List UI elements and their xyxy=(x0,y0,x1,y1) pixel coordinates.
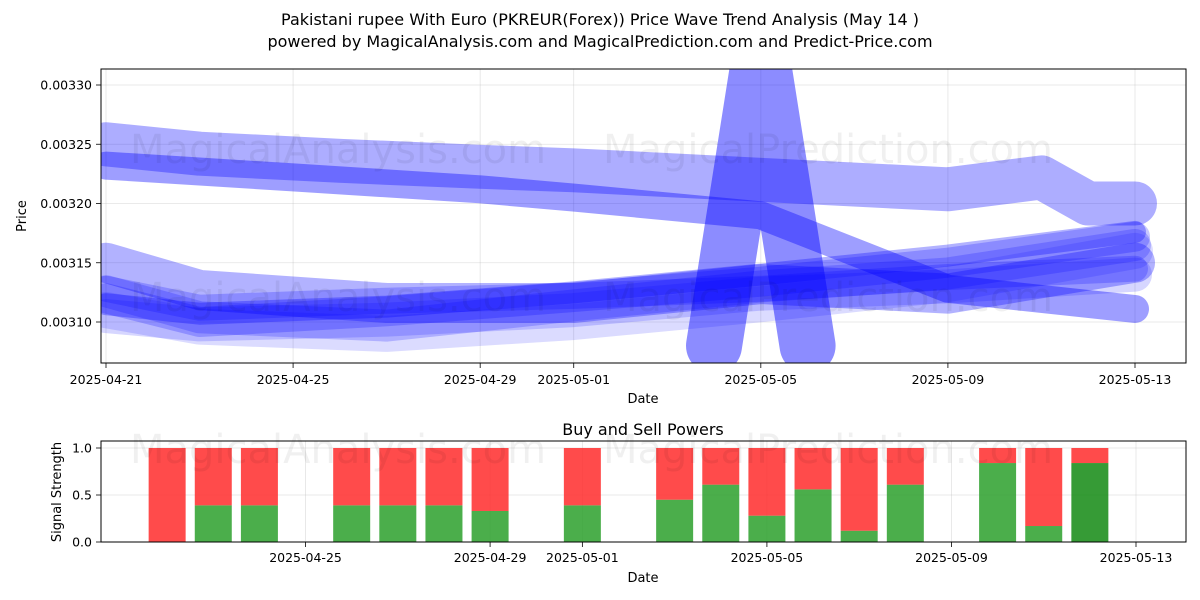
watermark-1: MagicalAnalysis.com xyxy=(130,127,546,173)
sell-power-bar xyxy=(240,448,278,506)
price-wave-series xyxy=(101,255,1148,321)
price-x-axis: 2025-04-21 2025-04-25 2025-04-29 2025-05-01… xyxy=(70,363,1172,387)
signal-y-tick-label: 0.5 xyxy=(72,488,92,503)
price-x-tick-label: 2025-04-21 xyxy=(70,372,143,387)
signal-y-axis-label: Signal Strength xyxy=(50,442,65,542)
sell-power-bar xyxy=(979,448,1017,464)
price-x-tick-label: 2025-05-01 xyxy=(537,372,610,387)
sell-power-bar xyxy=(148,448,186,542)
signal-y-tick-label: 1.0 xyxy=(72,441,92,456)
buy-power-bar xyxy=(702,484,740,542)
sell-power-bar xyxy=(471,448,509,511)
buy-power-bar xyxy=(471,510,509,542)
signal-x-axis-label: Date xyxy=(627,571,658,586)
sell-power-bar xyxy=(886,448,924,485)
price-wave-series xyxy=(101,221,1150,337)
buy-power-bar xyxy=(379,505,417,542)
price-wave-series xyxy=(101,151,1149,323)
price-wave-series xyxy=(101,220,1146,325)
signal-x-tick-label: 2025-04-25 xyxy=(269,550,342,565)
price-x-tick-label: 2025-04-25 xyxy=(257,372,330,387)
price-wave-series xyxy=(101,229,1151,342)
sell-power-bar xyxy=(1071,448,1109,464)
buy-power-bar xyxy=(840,530,878,542)
price-y-tick-label: 0.00315 xyxy=(40,255,92,270)
sell-power-bar xyxy=(425,448,463,506)
sell-power-bar xyxy=(702,448,740,485)
price-x-tick-label: 2025-05-13 xyxy=(1099,372,1172,387)
price-wave-series xyxy=(101,232,1153,352)
signal-panel: Buy and Sell Powers MagicalAnalysis.com … xyxy=(50,420,1187,586)
sell-power-bar xyxy=(333,448,371,506)
buy-power-bar xyxy=(748,515,786,542)
sell-power-bar xyxy=(563,448,601,506)
signal-x-axis: 2025-04-25 2025-04-29 2025-05-01 2025-05-05… xyxy=(269,542,1172,565)
sell-power-bar xyxy=(379,448,417,506)
price-y-tick-label: 0.00310 xyxy=(40,315,92,330)
watermark-4: MagicalPrediction.com xyxy=(603,275,1053,321)
sell-power-bar xyxy=(656,448,694,500)
price-wave-series xyxy=(101,257,1152,342)
watermark-3: MagicalAnalysis.com xyxy=(130,275,546,321)
sell-power-bar xyxy=(1025,448,1063,527)
signal-y-axis: 0.0 0.5 1.0 xyxy=(72,441,101,550)
price-panel: MagicalAnalysis.com MagicalPrediction.co… xyxy=(15,68,1187,407)
signal-plot-frame xyxy=(100,440,1187,543)
buy-power-bar xyxy=(425,505,463,542)
price-y-tick-label: 0.00330 xyxy=(40,78,92,93)
buy-power-bar xyxy=(886,484,924,542)
buy-power-bar xyxy=(240,505,278,542)
price-grid xyxy=(101,69,1186,363)
buy-power-bar xyxy=(1025,526,1063,542)
price-y-axis: 0.00310 0.00315 0.00320 0.00325 0.00330 xyxy=(40,78,101,330)
sell-power-bar xyxy=(840,448,878,531)
sell-power-bar xyxy=(194,448,232,506)
price-wave-series xyxy=(101,122,1157,226)
price-x-tick-label: 2025-05-05 xyxy=(724,372,797,387)
price-y-axis-label: Price xyxy=(15,200,30,232)
buy-power-bar xyxy=(194,505,232,542)
watermark-5: MagicalAnalysis.com xyxy=(130,427,546,473)
price-y-tick-label: 0.00325 xyxy=(40,137,92,152)
price-x-tick-label: 2025-04-29 xyxy=(444,372,517,387)
sell-power-bar xyxy=(794,448,832,490)
buy-power-bar xyxy=(656,499,694,542)
signal-x-tick-label: 2025-04-29 xyxy=(454,550,527,565)
signal-x-tick-label: 2025-05-05 xyxy=(731,550,804,565)
price-y-tick-label: 0.00320 xyxy=(40,196,92,211)
chart-title-line-1: Pakistani rupee With Euro (PKREUR(Forex)… xyxy=(281,10,919,29)
price-wave-bands xyxy=(101,69,1157,363)
sell-power-bar xyxy=(748,448,786,516)
signal-y-tick-label: 0.0 xyxy=(72,535,92,550)
buy-power-bar xyxy=(333,505,371,542)
buy-power-bar xyxy=(1071,463,1109,542)
signal-x-tick-label: 2025-05-09 xyxy=(915,550,988,565)
signal-panel-title: Buy and Sell Powers xyxy=(562,420,724,439)
price-x-tick-label: 2025-05-09 xyxy=(912,372,985,387)
buy-power-bar xyxy=(794,489,832,542)
signal-bars xyxy=(148,448,1109,542)
signal-x-tick-label: 2025-05-01 xyxy=(546,550,619,565)
price-x-axis-label: Date xyxy=(627,392,658,407)
price-plot-frame xyxy=(100,68,1187,364)
chart-title-line-2: powered by MagicalAnalysis.com and Magic… xyxy=(267,32,933,51)
price-wave-series xyxy=(686,69,836,363)
price-wave-series xyxy=(101,242,1155,323)
buy-power-bar xyxy=(563,505,601,542)
watermark-2: MagicalPrediction.com xyxy=(603,127,1053,173)
buy-power-bar xyxy=(979,463,1017,542)
signal-x-tick-label: 2025-05-13 xyxy=(1100,550,1173,565)
watermark-6: MagicalPrediction.com xyxy=(603,427,1053,473)
